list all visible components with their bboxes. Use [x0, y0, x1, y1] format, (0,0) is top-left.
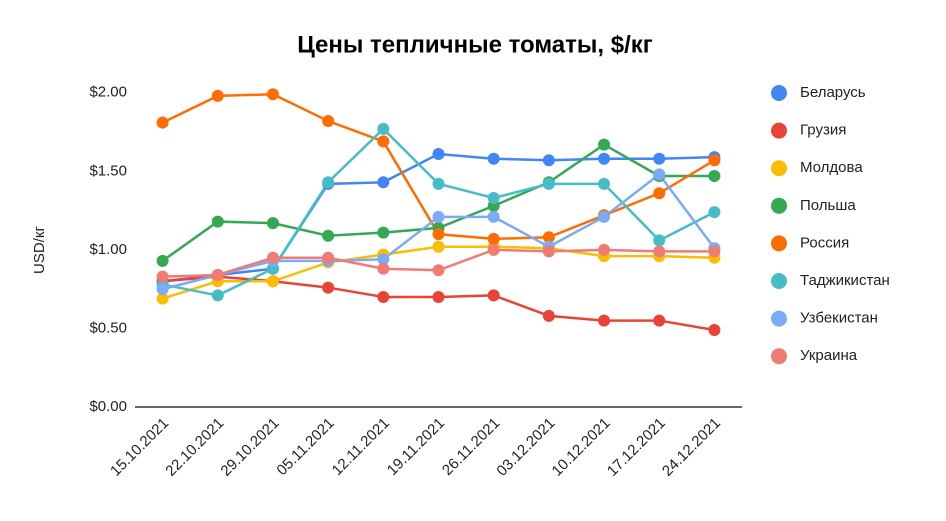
point: [211, 215, 224, 228]
point: [377, 176, 390, 189]
point: [598, 138, 611, 151]
legend-marker: [771, 122, 787, 139]
point: [266, 88, 279, 101]
point: [156, 254, 169, 267]
point: [653, 168, 666, 181]
point: [322, 281, 335, 294]
point: [598, 210, 611, 223]
point: [598, 177, 611, 190]
point: [598, 152, 611, 165]
legend-label: Узбекистан: [800, 310, 878, 327]
point: [487, 210, 500, 223]
point: [487, 243, 500, 256]
y-axis-title: USD/кг: [31, 226, 48, 274]
point: [653, 187, 666, 200]
point: [432, 291, 445, 303]
point: [322, 251, 335, 264]
point: [542, 309, 555, 322]
point: [487, 232, 500, 245]
point: [377, 253, 390, 266]
legend-marker: [771, 273, 787, 289]
legend-label: Украина: [800, 347, 858, 364]
legend-label: Молдова: [800, 159, 863, 176]
x-tick-label: 15.10.2021: [107, 415, 172, 480]
legend-marker: [771, 348, 787, 365]
point: [156, 292, 169, 305]
x-tick-label: 10.12.2021: [549, 415, 614, 480]
y-tick-label: $0.50: [89, 319, 127, 336]
point: [322, 176, 335, 189]
point: [377, 262, 390, 275]
x-tick-label: 12.11.2021: [329, 415, 393, 479]
point: [266, 251, 279, 264]
x-tick-label: 03.12.2021: [493, 415, 558, 480]
y-tick-label: $1.00: [89, 241, 127, 258]
point: [377, 291, 390, 303]
point: [542, 231, 555, 244]
y-tick-label: $0.00: [89, 398, 127, 415]
legend-marker: [771, 310, 787, 327]
legend-label: Беларусь: [800, 84, 866, 101]
y-tick-label: $2.00: [89, 84, 127, 101]
point: [708, 245, 721, 258]
legend-marker: [771, 235, 787, 252]
point: [322, 229, 335, 242]
point: [266, 217, 279, 230]
x-tick-label: 19.11.2021: [384, 415, 448, 479]
y-tick-label: $1.50: [89, 162, 127, 179]
x-tick-label: 29.10.2021: [217, 415, 282, 480]
legend-label: Таджикистан: [800, 272, 890, 289]
point: [653, 314, 666, 327]
series-line: [162, 275, 715, 332]
x-tick-label: 22.10.2021: [162, 415, 227, 480]
chart-title: Цены тепличные томаты, $/кг: [297, 31, 653, 58]
point: [542, 154, 555, 167]
point: [322, 115, 335, 127]
point: [432, 177, 445, 190]
legend-label: Россия: [800, 234, 849, 251]
point: [211, 89, 224, 102]
legend-label: Грузия: [800, 122, 846, 139]
point: [708, 154, 721, 167]
point: [432, 148, 445, 160]
point: [487, 192, 500, 204]
point: [266, 275, 279, 288]
point: [708, 206, 721, 219]
point: [542, 245, 555, 258]
legend-label: Польша: [800, 197, 856, 214]
point: [211, 289, 224, 302]
legend-marker: [771, 160, 787, 177]
point: [487, 152, 500, 165]
x-tick-label: 17.12.2021: [604, 415, 669, 480]
point: [653, 152, 666, 165]
legend-marker: [771, 197, 787, 214]
x-tick-label: 24.12.2021: [659, 415, 724, 480]
point: [708, 324, 721, 336]
point: [377, 226, 390, 239]
point: [653, 234, 666, 247]
point: [432, 240, 445, 253]
point: [432, 228, 445, 241]
point: [211, 269, 224, 281]
point: [156, 116, 169, 129]
x-tick-label: 05.11.2021: [273, 415, 337, 479]
point: [432, 210, 445, 223]
point: [653, 245, 666, 258]
point: [377, 122, 390, 135]
point: [708, 170, 721, 182]
point: [542, 177, 555, 190]
point: [598, 314, 611, 327]
point: [598, 243, 611, 256]
point: [377, 135, 390, 148]
point: [487, 289, 500, 302]
point: [156, 270, 169, 283]
legend-marker: [771, 85, 787, 101]
point: [156, 283, 169, 296]
point: [432, 264, 445, 277]
